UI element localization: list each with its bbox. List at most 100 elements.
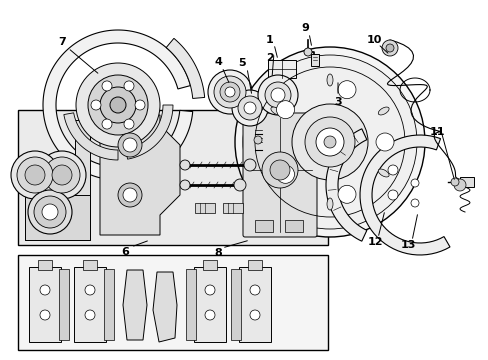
Circle shape [118, 183, 142, 207]
Bar [239, 267, 270, 342]
Circle shape [91, 100, 101, 110]
Text: 13: 13 [400, 240, 415, 250]
Circle shape [234, 179, 245, 191]
Circle shape [40, 285, 50, 295]
Polygon shape [123, 270, 147, 340]
Circle shape [102, 119, 112, 129]
Circle shape [276, 165, 294, 183]
Circle shape [375, 133, 393, 151]
Bar [185, 269, 196, 340]
Circle shape [381, 40, 397, 56]
Circle shape [249, 310, 260, 320]
Polygon shape [100, 115, 180, 235]
Circle shape [44, 157, 80, 193]
Circle shape [204, 310, 215, 320]
Circle shape [38, 151, 86, 199]
Circle shape [243, 55, 416, 229]
Ellipse shape [378, 169, 388, 177]
Bar [195, 203, 215, 213]
Circle shape [180, 160, 190, 170]
Bar [267, 60, 295, 78]
Circle shape [337, 81, 355, 99]
Bar [203, 260, 217, 270]
Bar [38, 260, 52, 270]
Circle shape [235, 47, 424, 237]
Circle shape [110, 97, 126, 113]
Bar [59, 269, 69, 340]
Circle shape [305, 117, 354, 167]
Polygon shape [153, 272, 177, 342]
Bar [29, 267, 61, 342]
Circle shape [124, 81, 134, 91]
Polygon shape [325, 129, 366, 241]
Circle shape [304, 48, 311, 56]
Circle shape [238, 96, 262, 120]
Bar [254, 220, 272, 232]
Circle shape [385, 44, 393, 52]
Ellipse shape [270, 107, 281, 115]
Polygon shape [327, 110, 342, 120]
Circle shape [207, 70, 251, 114]
Circle shape [204, 285, 215, 295]
Text: 11: 11 [428, 127, 444, 137]
Circle shape [249, 285, 260, 295]
Circle shape [76, 63, 160, 147]
Circle shape [42, 204, 58, 220]
Text: 7: 7 [58, 37, 66, 47]
Bar [18, 110, 327, 245]
Circle shape [244, 159, 256, 171]
Circle shape [387, 190, 397, 200]
Circle shape [324, 136, 335, 148]
Circle shape [276, 101, 294, 119]
Bar [230, 269, 241, 340]
Circle shape [270, 88, 285, 102]
Circle shape [231, 90, 267, 126]
Circle shape [85, 310, 95, 320]
Bar [459, 177, 473, 187]
Circle shape [220, 82, 240, 102]
Polygon shape [25, 195, 90, 240]
Circle shape [291, 104, 367, 180]
Bar [223, 203, 243, 213]
Text: 4: 4 [214, 57, 222, 67]
Circle shape [224, 87, 235, 97]
Circle shape [387, 165, 397, 175]
Circle shape [453, 179, 465, 191]
Circle shape [85, 285, 95, 295]
Circle shape [410, 199, 418, 207]
Circle shape [11, 151, 59, 199]
Polygon shape [166, 39, 204, 99]
Circle shape [17, 157, 53, 193]
Text: 8: 8 [214, 248, 222, 258]
Ellipse shape [326, 198, 332, 210]
Circle shape [410, 179, 418, 187]
Circle shape [123, 188, 137, 202]
Ellipse shape [270, 169, 281, 177]
Text: 2: 2 [265, 53, 273, 63]
Text: 6: 6 [121, 247, 129, 257]
Text: 9: 9 [301, 23, 308, 33]
Circle shape [253, 136, 262, 144]
Bar [247, 260, 262, 270]
Text: 12: 12 [366, 237, 382, 247]
Bar [310, 54, 318, 66]
Polygon shape [43, 30, 192, 180]
Text: 10: 10 [366, 35, 381, 45]
Circle shape [337, 185, 355, 203]
Polygon shape [25, 120, 90, 240]
Bar [74, 267, 106, 342]
Circle shape [28, 190, 72, 234]
Bar [285, 220, 303, 232]
Circle shape [88, 75, 148, 135]
Circle shape [34, 196, 66, 228]
Circle shape [25, 165, 45, 185]
Circle shape [102, 81, 112, 91]
Bar [18, 255, 327, 350]
Circle shape [180, 180, 190, 190]
Text: 1: 1 [265, 35, 273, 45]
Circle shape [52, 165, 72, 185]
Circle shape [244, 102, 256, 114]
Circle shape [100, 87, 136, 123]
Circle shape [123, 138, 137, 152]
Bar [83, 260, 97, 270]
